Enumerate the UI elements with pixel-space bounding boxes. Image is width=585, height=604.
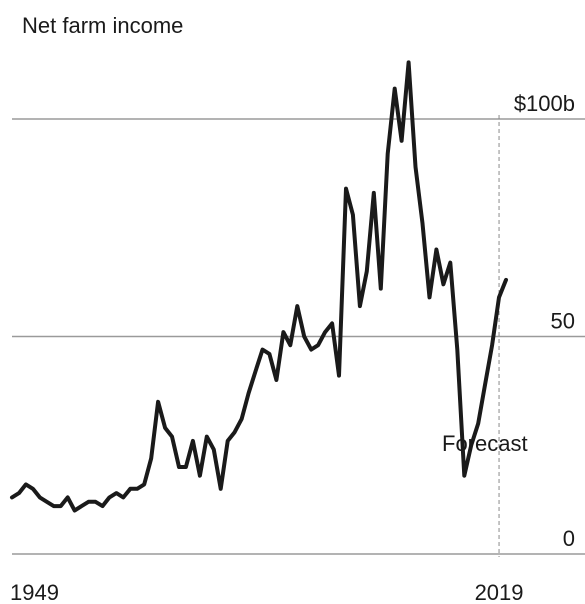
chart-title: Net farm income bbox=[22, 13, 183, 38]
data-point-1951 bbox=[24, 483, 27, 486]
data-point-2000 bbox=[365, 270, 368, 273]
gridlines bbox=[12, 118, 585, 555]
data-point-1965 bbox=[122, 496, 125, 499]
data-point-1962 bbox=[101, 505, 104, 508]
y-tick-label-1: 50 bbox=[551, 309, 575, 334]
data-point-1956 bbox=[59, 505, 62, 508]
data-point-1999 bbox=[358, 305, 361, 308]
data-point-2016 bbox=[477, 422, 480, 425]
data-point-1978 bbox=[212, 448, 215, 451]
data-point-2001 bbox=[372, 191, 375, 194]
data-point-1949 bbox=[11, 496, 14, 499]
data-point-2004 bbox=[393, 87, 396, 90]
y-tick-label-0: 0 bbox=[563, 526, 575, 551]
data-point-1969 bbox=[150, 457, 153, 460]
data-point-1961 bbox=[94, 500, 97, 503]
series-layer bbox=[10, 60, 508, 513]
data-point-1957 bbox=[66, 496, 69, 499]
data-point-1959 bbox=[80, 505, 83, 508]
data-point-1963 bbox=[108, 496, 111, 499]
data-point-1986 bbox=[268, 352, 271, 355]
data-point-1952 bbox=[31, 487, 34, 490]
data-point-1993 bbox=[317, 344, 320, 347]
data-point-1973 bbox=[177, 466, 180, 469]
data-point-1958 bbox=[73, 509, 76, 512]
y-tick-labels: 0 50 $100b bbox=[514, 91, 575, 551]
data-point-1971 bbox=[164, 426, 167, 429]
data-point-1988 bbox=[282, 331, 285, 334]
data-point-1992 bbox=[310, 348, 313, 351]
data-point-1970 bbox=[157, 400, 160, 403]
data-point-2003 bbox=[386, 152, 389, 155]
data-point-1989 bbox=[289, 344, 292, 347]
data-point-2006 bbox=[407, 61, 410, 64]
series-line-net-farm-income bbox=[10, 60, 508, 513]
data-point-1995 bbox=[331, 322, 334, 325]
data-point-2014 bbox=[463, 474, 466, 477]
data-point-1954 bbox=[45, 500, 48, 503]
data-point-1983 bbox=[247, 392, 250, 395]
data-point-2011 bbox=[442, 283, 445, 286]
data-point-2002 bbox=[379, 287, 382, 290]
data-point-1981 bbox=[233, 431, 236, 434]
data-point-1998 bbox=[351, 213, 354, 216]
data-point-1968 bbox=[143, 483, 146, 486]
data-point-1950 bbox=[17, 492, 20, 495]
data-point-1972 bbox=[171, 435, 174, 438]
data-point-2013 bbox=[456, 348, 459, 351]
y-tick-label-2: $100b bbox=[514, 91, 575, 116]
data-point-1985 bbox=[261, 348, 264, 351]
data-point-1975 bbox=[191, 439, 194, 442]
data-point-1987 bbox=[275, 379, 278, 382]
data-point-1991 bbox=[303, 335, 306, 338]
data-point-1960 bbox=[87, 500, 90, 503]
data-point-1982 bbox=[240, 418, 243, 421]
data-point-2015 bbox=[470, 444, 473, 447]
data-point-1977 bbox=[205, 435, 208, 438]
data-point-1994 bbox=[324, 331, 327, 334]
data-point-1990 bbox=[296, 305, 299, 308]
data-point-1953 bbox=[38, 496, 41, 499]
data-point-1976 bbox=[198, 474, 201, 477]
data-point-1974 bbox=[184, 466, 187, 469]
data-point-2012 bbox=[449, 261, 452, 264]
x-tick-label-1: 2019 bbox=[475, 580, 524, 604]
data-point-1967 bbox=[136, 487, 139, 490]
data-point-2008 bbox=[421, 222, 424, 225]
forecast-label: Forecast bbox=[442, 431, 528, 456]
data-point-2005 bbox=[400, 139, 403, 142]
data-point-2009 bbox=[428, 296, 431, 299]
data-point-2007 bbox=[414, 165, 417, 168]
data-point-2019 bbox=[498, 296, 501, 299]
data-point-1980 bbox=[226, 439, 229, 442]
x-tick-labels: 1949 2019 bbox=[10, 580, 524, 604]
data-point-2017 bbox=[484, 383, 487, 386]
data-point-1997 bbox=[344, 187, 347, 190]
data-point-1996 bbox=[338, 374, 341, 377]
data-point-1964 bbox=[115, 492, 118, 495]
data-point-2018 bbox=[491, 344, 494, 347]
data-point-1979 bbox=[219, 487, 222, 490]
data-point-2010 bbox=[435, 248, 438, 251]
data-point-1955 bbox=[52, 505, 55, 508]
x-tick-label-0: 1949 bbox=[10, 580, 59, 604]
data-point-2020 bbox=[505, 278, 508, 281]
data-point-1984 bbox=[254, 370, 257, 373]
data-point-1966 bbox=[129, 487, 132, 490]
